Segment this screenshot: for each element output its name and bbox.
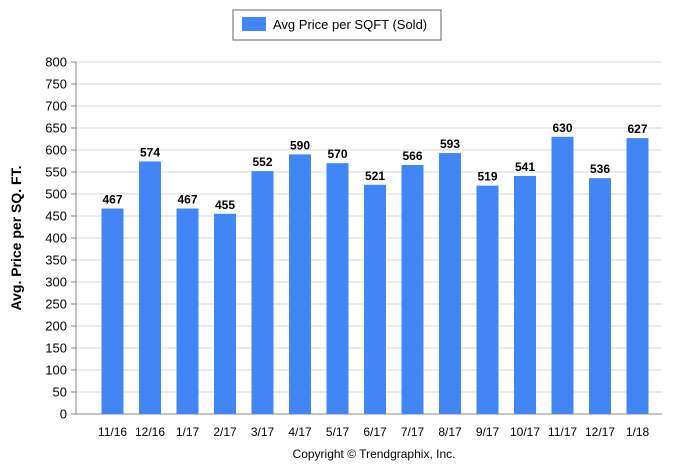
legend: Avg Price per SQFT (Sold) [232, 9, 442, 41]
data-label: 566 [402, 149, 422, 163]
x-tick-label: 10/17 [510, 425, 540, 439]
x-tick-label: 8/17 [438, 425, 462, 439]
y-tick-label: 700 [45, 99, 67, 114]
y-tick-label: 450 [45, 209, 67, 224]
x-tick-label: 5/17 [326, 425, 350, 439]
x-tick-label: 2/17 [213, 425, 237, 439]
data-label: 541 [515, 160, 535, 174]
y-tick-label: 500 [45, 187, 67, 202]
y-tick-label: 350 [45, 253, 67, 268]
x-tick-labels: 11/16 12/16 1/17 2/17 3/17 4/17 5/17 6/17 7/17 8/… [98, 425, 650, 439]
data-label: 627 [627, 122, 647, 136]
bar [551, 136, 574, 415]
data-label: 536 [590, 162, 610, 176]
data-label: 455 [215, 198, 235, 212]
bar [214, 213, 236, 414]
y-tick-label: 150 [45, 341, 67, 356]
legend-box [232, 9, 442, 41]
bar [626, 138, 649, 414]
data-label: 570 [327, 147, 347, 161]
data-label: 590 [290, 138, 310, 152]
bar [101, 208, 124, 414]
data-label: 467 [102, 193, 122, 207]
x-tick-label: 12/17 [585, 425, 615, 439]
y-tick-labels: 0 50 100 150 200 250 300 350 400 450 500 550 600 650 7… [45, 55, 67, 422]
bar [364, 184, 386, 414]
y-axis-title: Avg. Price per SQ. FT. [8, 166, 24, 311]
bar [439, 153, 461, 414]
x-tick-label: 11/16 [98, 425, 127, 439]
y-tick-label: 800 [45, 55, 67, 70]
bar [476, 185, 499, 414]
data-label: 519 [477, 170, 497, 184]
bar [139, 161, 161, 414]
y-tick-label: 200 [45, 319, 67, 334]
bar [514, 175, 536, 414]
x-tick-label: 12/16 [135, 425, 165, 439]
x-tick-label: 1/18 [626, 425, 650, 439]
x-tick-label: 9/17 [476, 425, 500, 439]
data-label: 467 [177, 193, 197, 207]
y-tick-label: 300 [45, 275, 67, 290]
y-tick-label: 100 [45, 363, 67, 378]
data-labels: 467 574 467 455 552 590 570 521 566 593 519 541 630 5… [102, 121, 647, 212]
x-tick-label: 11/17 [548, 425, 577, 439]
x-tick-label: 4/17 [288, 425, 312, 439]
y-tick-label: 400 [45, 231, 67, 246]
bars [101, 136, 649, 415]
data-label: 630 [552, 121, 572, 135]
data-label: 574 [140, 145, 160, 159]
y-tick-label: 600 [45, 143, 67, 158]
y-tick-label: 250 [45, 297, 67, 312]
y-tick-label: 0 [60, 407, 67, 422]
bar [589, 178, 611, 414]
y-tick-label: 650 [45, 121, 67, 136]
bar [289, 154, 311, 414]
bar [251, 171, 274, 414]
copyright-text: Copyright © Trendgraphix, Inc. [293, 447, 456, 461]
x-tick-label: 1/17 [176, 425, 200, 439]
x-tick-label: 7/17 [401, 425, 425, 439]
data-label: 552 [252, 155, 272, 169]
legend-label: Avg Price per SQFT (Sold) [273, 17, 427, 32]
x-tick-label: 3/17 [251, 425, 275, 439]
bar [326, 163, 349, 414]
data-label: 521 [365, 169, 385, 183]
y-tick-label: 50 [53, 385, 67, 400]
bar [401, 164, 424, 414]
legend-swatch [242, 17, 266, 31]
bar [176, 208, 199, 414]
y-tick-label: 750 [45, 77, 67, 92]
x-tick-label: 6/17 [363, 425, 387, 439]
y-tick-label: 550 [45, 165, 67, 180]
data-label: 593 [440, 137, 460, 151]
